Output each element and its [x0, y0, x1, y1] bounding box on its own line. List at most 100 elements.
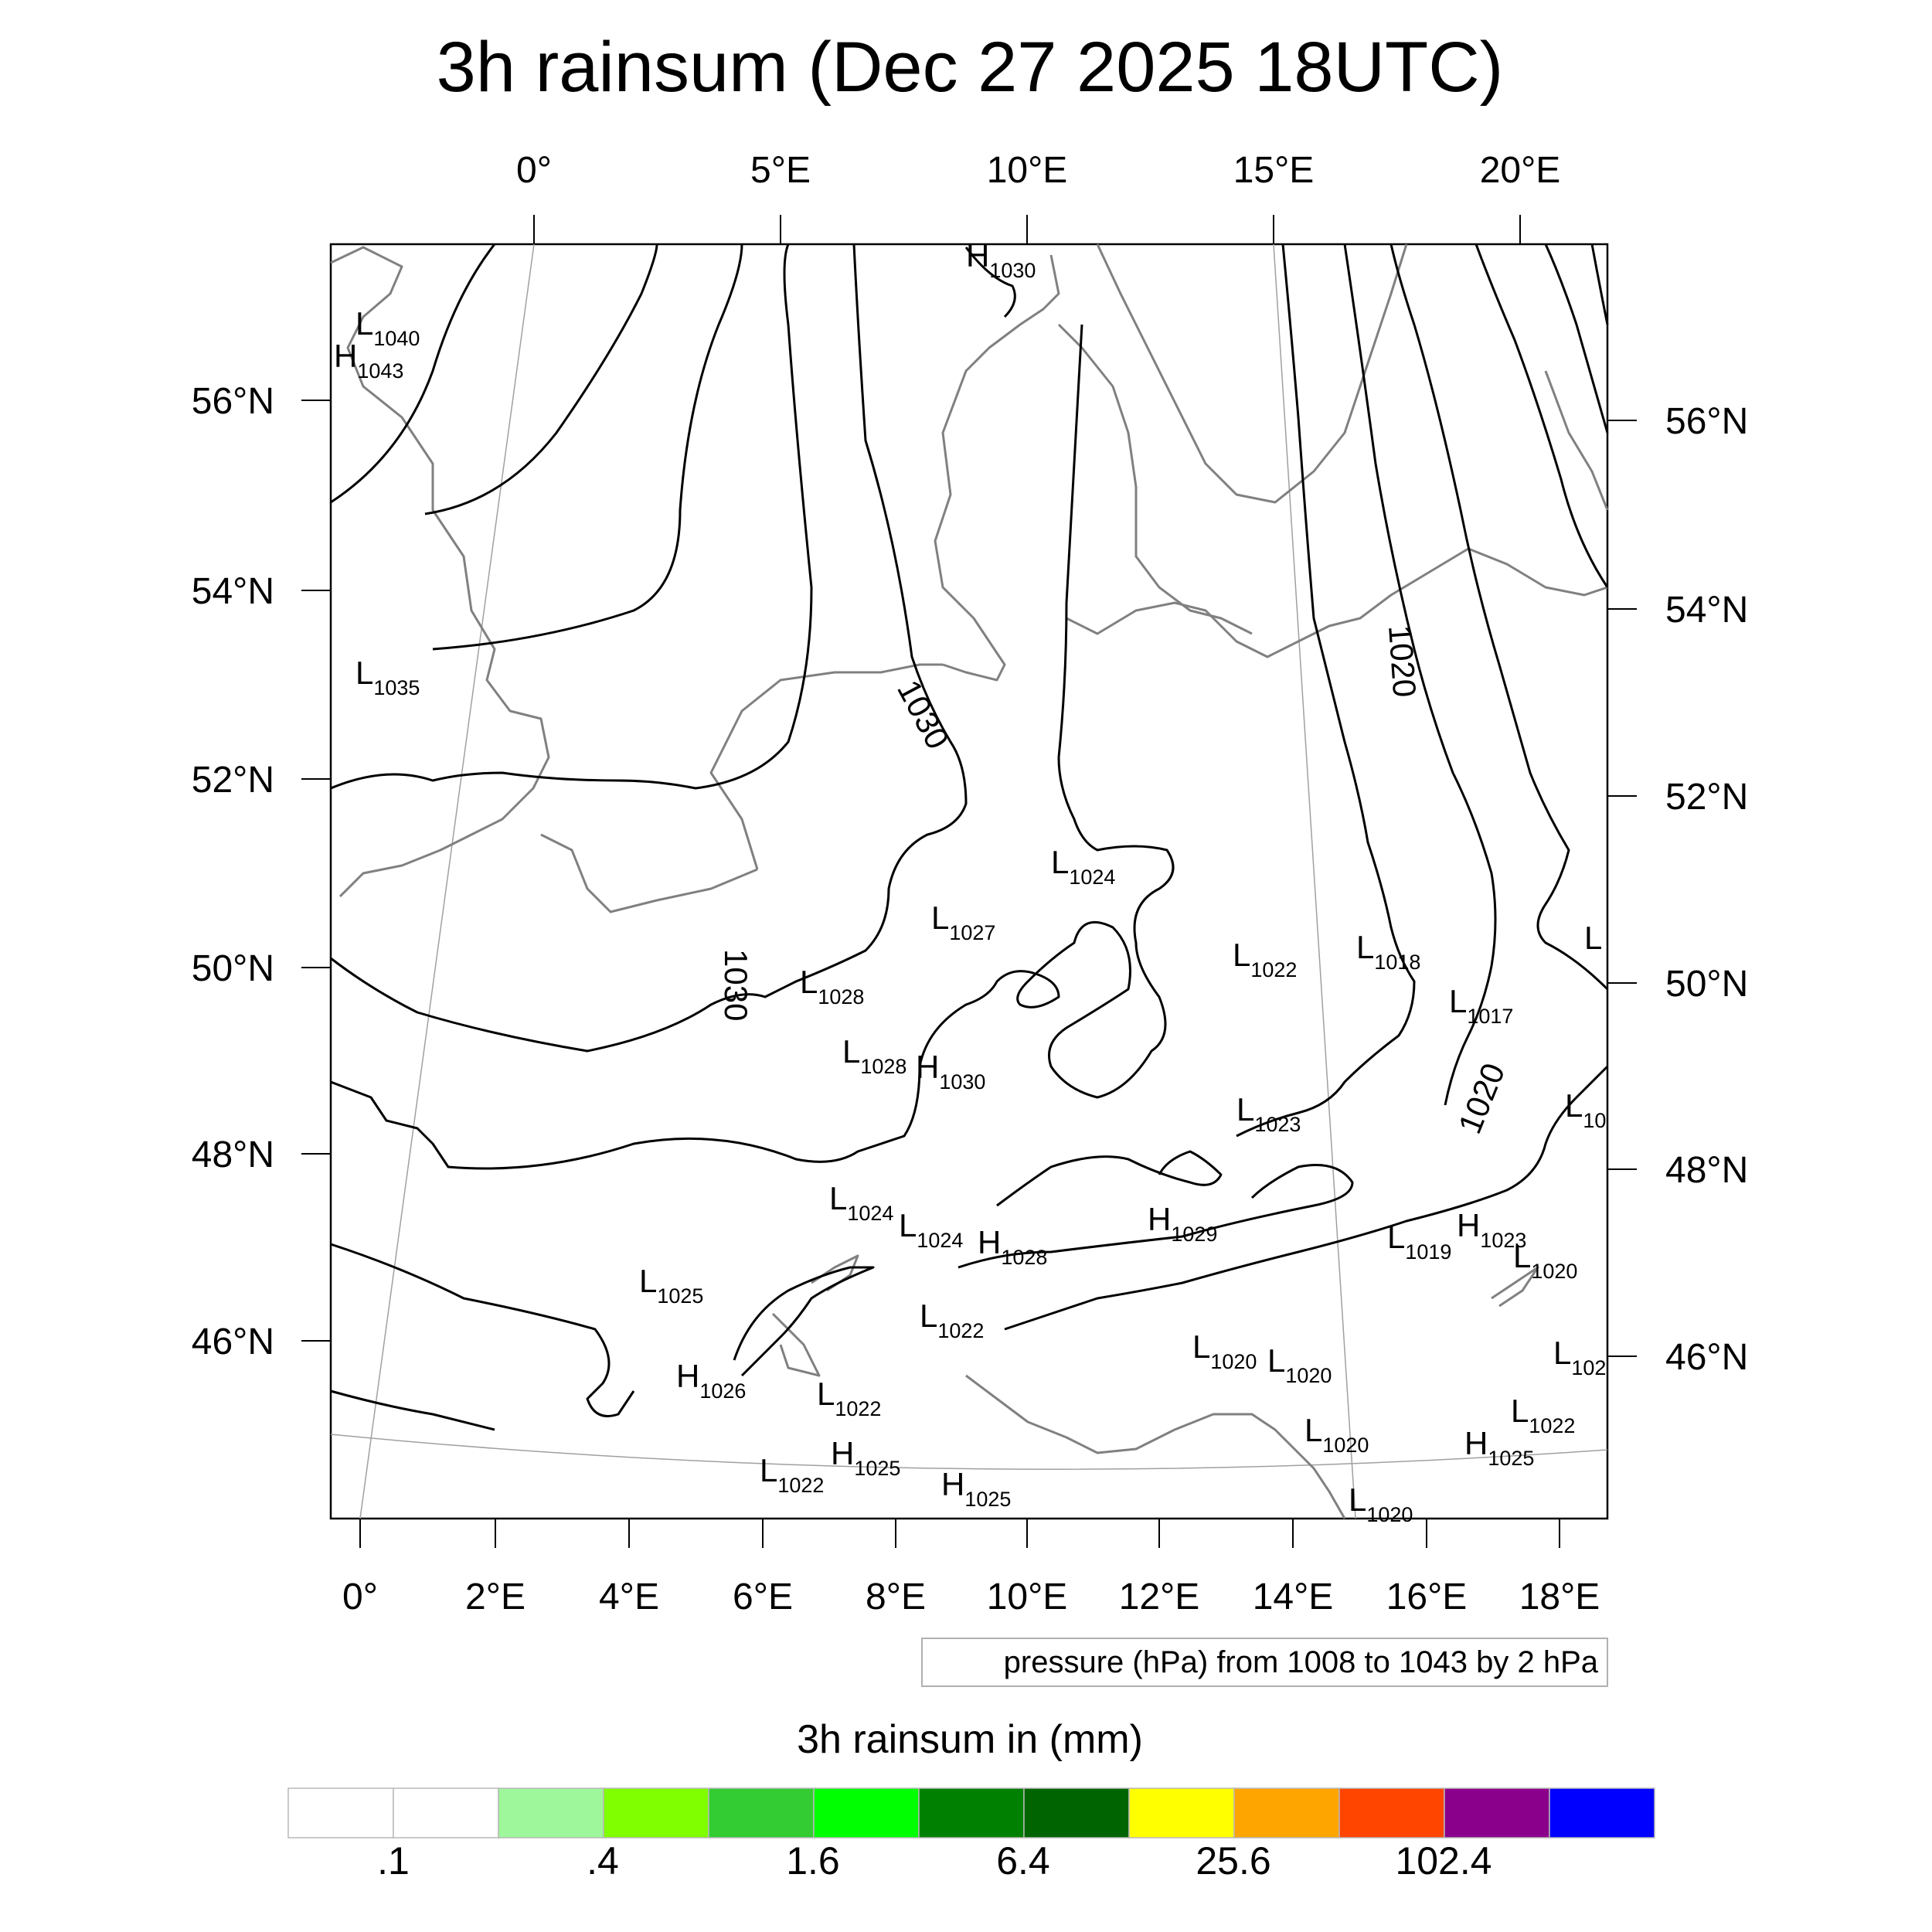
isobar-12: [1004, 1065, 1609, 1331]
page-title: 3h rainsum (Dec 27 2025 18UTC): [437, 28, 1504, 107]
tick-label: 0°: [516, 150, 552, 191]
tick-label: 12°E: [1119, 1577, 1200, 1617]
colorbar-swatch: [287, 1787, 394, 1838]
parallel-45n: [330, 1434, 1608, 1470]
colorbar: 3h rainsum in (mm) .1 .4 1.6 6.4 25.6 10…: [287, 1717, 1655, 1883]
isobar-3: [432, 243, 743, 651]
left-tick-labels: 56°N 54°N 52°N 50°N 48°N 46°N: [192, 381, 274, 1362]
tick-label: 10°E: [987, 1577, 1068, 1617]
coastlines: [330, 243, 1609, 1519]
colorbar-swatch: [1549, 1787, 1655, 1838]
colorbar-swatches: [287, 1787, 1655, 1838]
tick-label: 52°N: [1665, 777, 1748, 818]
isobar-5: [330, 243, 968, 1053]
tick-label: 54°N: [192, 571, 274, 612]
isobar-label: 1030: [718, 949, 754, 1021]
colorbar-label: 6.4: [996, 1839, 1050, 1883]
tick-label: 48°N: [1665, 1150, 1748, 1191]
tick-label: 16°E: [1386, 1577, 1468, 1617]
top-tick-labels: 0° 5°E 10°E 15°E 20°E: [516, 150, 1560, 191]
isobar-16: [1475, 243, 1609, 588]
coast-britain: [330, 246, 550, 898]
contour-info-text: pressure (hPa) from 1008 to 1043 by 2 hP…: [1004, 1645, 1599, 1679]
isobar-17: [1544, 243, 1609, 434]
colorbar-swatch: [1444, 1787, 1550, 1838]
bottom-tick-labels: 0° 2°E 4°E 6°E 8°E 10°E 12°E 14°E 16°E 1…: [342, 1577, 1600, 1617]
map-frame: [329, 243, 1609, 1520]
isobar-14: [1343, 243, 1497, 1106]
colorbar-swatch: [813, 1787, 920, 1838]
isobar-7: [330, 1243, 635, 1417]
coast-denmark-west: [934, 254, 1060, 682]
colorbar-label: 25.6: [1196, 1839, 1270, 1883]
isobar-18: [1590, 243, 1609, 325]
coast-baltic-east: [1544, 370, 1609, 511]
coast-denmark-east: [1057, 323, 1253, 635]
isobar-19: [964, 247, 1016, 318]
colorbar-swatch: [1233, 1787, 1340, 1838]
tick-label: 20°E: [1480, 150, 1561, 191]
isobar-11: [957, 1164, 1354, 1269]
colorbar-label: .1: [377, 1839, 410, 1883]
tick-label: 4°E: [599, 1577, 659, 1617]
coast-sweden: [1096, 243, 1408, 504]
colorbar-swatch: [1338, 1787, 1445, 1838]
colorbar-swatch: [498, 1787, 604, 1838]
tick-label: 52°N: [192, 760, 274, 801]
map-panel: 1030 1030 1020 1020 H1030L1040H1043L1035…: [329, 237, 1609, 1526]
graticule: [330, 243, 1608, 1519]
tick-label: 15°E: [1233, 150, 1315, 191]
tick-label: 54°N: [1665, 590, 1748, 631]
tick-label: 18°E: [1519, 1577, 1600, 1617]
coast-channel: [540, 833, 758, 913]
tick-label: 2°E: [465, 1577, 526, 1617]
isobar-1: [330, 243, 496, 504]
tick-label: 8°E: [866, 1577, 926, 1617]
colorbar-swatch: [1023, 1787, 1130, 1838]
tick-label: 14°E: [1253, 1577, 1334, 1617]
colorbar-swatch: [393, 1787, 499, 1838]
isobars: [330, 243, 1609, 1431]
colorbar-title: 3h rainsum in (mm): [797, 1717, 1143, 1762]
contour-info-box: pressure (hPa) from 1008 to 1043 by 2 hP…: [921, 1638, 1608, 1687]
low-pressure-label: L: [1584, 920, 1602, 956]
colorbar-swatch: [1128, 1787, 1235, 1838]
isobar-15: [1389, 243, 1609, 991]
tick-marks: [301, 215, 1637, 1548]
isobar-2: [424, 243, 658, 515]
colorbar-labels: .1 .4 1.6 6.4 25.6 102.4: [377, 1839, 1492, 1883]
colorbar-label: 102.4: [1395, 1839, 1492, 1883]
coast-balaton: [1491, 1266, 1539, 1308]
tick-label: 0°: [342, 1577, 378, 1617]
right-tick-labels: 56°N 54°N 52°N 50°N 48°N 46°N: [1665, 401, 1748, 1378]
isobar-6: [330, 324, 1175, 1170]
tick-label: 46°N: [1665, 1337, 1748, 1378]
tick-label: 48°N: [192, 1134, 274, 1175]
meridian-0: [359, 243, 535, 1519]
tick-label: 6°E: [733, 1577, 793, 1617]
isobar-label: 1020: [1382, 624, 1423, 698]
isobar-8: [330, 1389, 495, 1431]
coast-adriatic: [965, 1374, 1346, 1519]
isobar-4: [330, 243, 813, 790]
tick-label: 46°N: [192, 1321, 274, 1362]
tick-label: 10°E: [987, 150, 1068, 191]
tick-label: 56°N: [192, 381, 274, 422]
isobar-10: [996, 1150, 1223, 1207]
colorbar-swatch: [918, 1787, 1025, 1838]
coast-lake-geneva: [771, 1312, 821, 1377]
colorbar-swatch: [603, 1787, 709, 1838]
meridian-15e: [1273, 243, 1356, 1519]
tick-label: 50°N: [192, 948, 274, 989]
coast-benelux: [709, 663, 943, 870]
tick-label: 56°N: [1665, 401, 1748, 442]
coast-baltic-south: [1066, 547, 1608, 658]
isobar-13: [1236, 243, 1416, 1138]
colorbar-label: 1.6: [786, 1839, 840, 1883]
colorbar-swatch: [708, 1787, 815, 1838]
colorbar-label: .4: [587, 1839, 619, 1883]
isobar-9: [733, 1266, 875, 1377]
tick-label: 5°E: [750, 150, 811, 191]
tick-label: 50°N: [1665, 964, 1748, 1005]
